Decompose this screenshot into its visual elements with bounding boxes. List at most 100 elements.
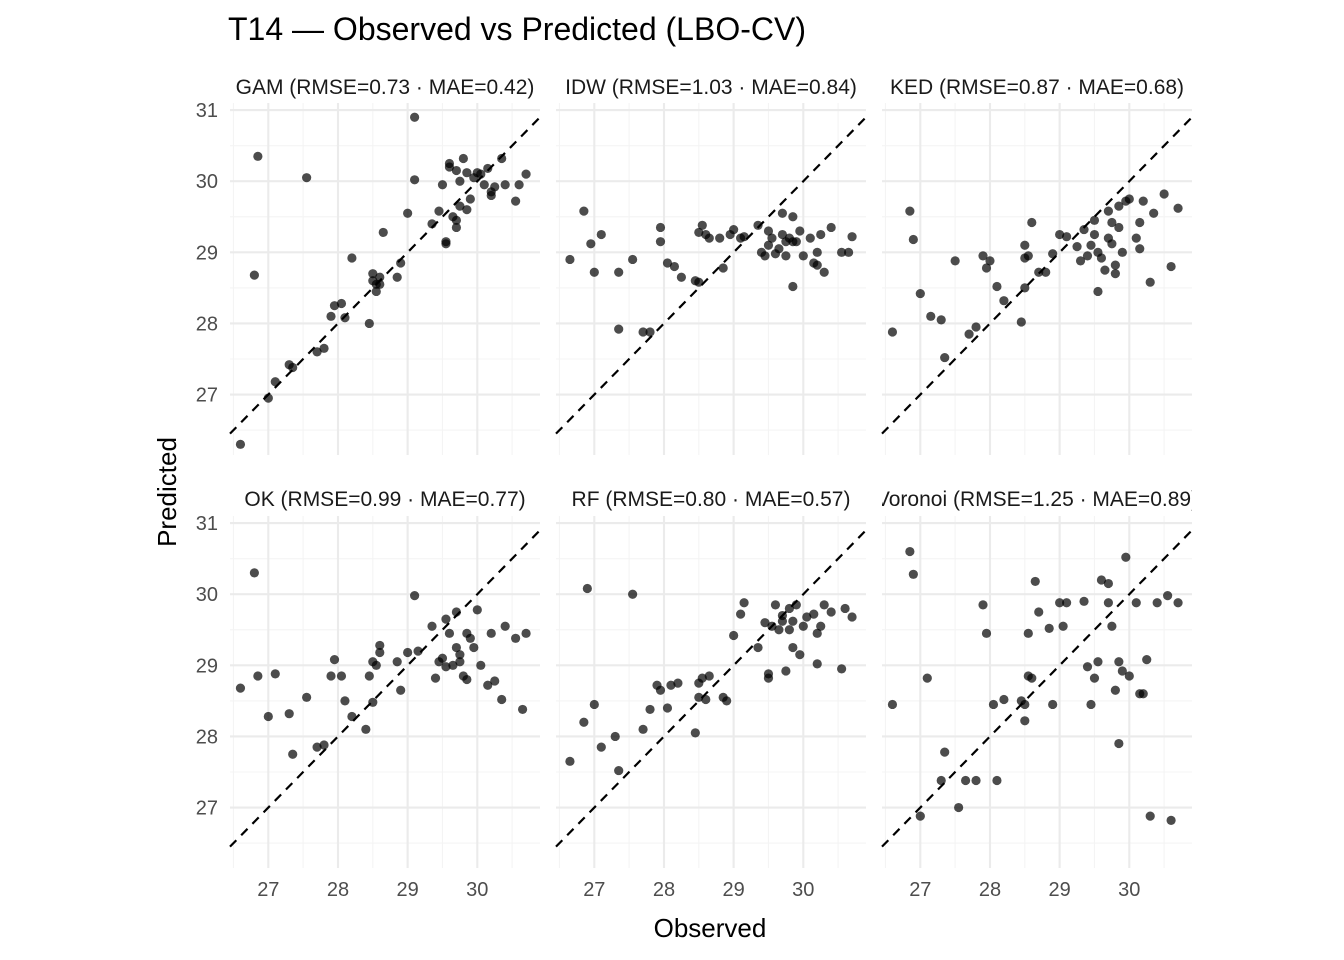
data-point — [319, 343, 329, 353]
identity-line — [229, 116, 541, 435]
data-point — [589, 699, 599, 710]
data-point — [596, 742, 606, 752]
data-point — [812, 628, 822, 638]
data-point — [326, 671, 336, 681]
data-point — [1020, 699, 1030, 710]
data-point — [1055, 229, 1065, 240]
data-point — [1103, 598, 1114, 608]
data-point — [940, 747, 950, 757]
data-point — [1114, 657, 1124, 667]
data-point — [364, 671, 374, 681]
data-point — [812, 659, 822, 669]
data-point — [455, 176, 465, 186]
data-point — [312, 742, 322, 752]
data-point — [819, 600, 829, 610]
data-point — [774, 625, 784, 635]
data-point — [462, 205, 472, 215]
data-point — [486, 628, 496, 638]
data-point — [1131, 598, 1141, 608]
data-point — [940, 352, 950, 363]
data-point — [1173, 203, 1183, 213]
data-point — [777, 229, 788, 240]
y-tick-label: 27 — [196, 798, 218, 820]
data-point — [774, 244, 784, 254]
data-point — [666, 680, 676, 690]
data-point — [1089, 215, 1100, 225]
data-point — [988, 699, 999, 710]
data-point — [1107, 217, 1117, 228]
data-point — [253, 151, 263, 161]
data-point — [784, 625, 794, 635]
data-point — [1055, 598, 1065, 608]
facet-panel: RF (RMSE=0.80 · MAE=0.57) 27 28 29 30 — [555, 488, 867, 901]
data-point — [1110, 685, 1120, 695]
data-point — [795, 226, 805, 236]
data-point — [1034, 607, 1044, 617]
data-point — [971, 775, 981, 786]
data-point — [451, 642, 462, 653]
data-point — [378, 227, 388, 238]
data-point — [483, 680, 493, 690]
data-point — [1152, 598, 1162, 608]
data-point — [1117, 666, 1127, 676]
data-point — [434, 206, 444, 216]
facet-strip-label: Voronoi (RMSE=1.25 · MAE=0.89) — [876, 488, 1198, 511]
data-point — [392, 657, 402, 667]
data-point — [1048, 249, 1058, 259]
data-point — [235, 439, 246, 449]
x-tick-label: 27 — [583, 879, 605, 901]
data-point — [565, 756, 575, 766]
x-tick-label: 27 — [257, 879, 279, 901]
data-point — [645, 327, 655, 337]
data-point — [1166, 815, 1176, 825]
data-point — [812, 247, 822, 257]
data-point — [614, 267, 624, 277]
data-point — [1131, 233, 1141, 243]
data-point — [1142, 655, 1152, 665]
data-point — [490, 182, 500, 192]
data-point — [767, 233, 777, 243]
data-point — [1110, 269, 1120, 279]
data-point — [697, 673, 707, 683]
data-point — [263, 393, 273, 403]
data-point — [444, 158, 455, 169]
data-point — [451, 607, 462, 617]
data-point — [1030, 576, 1040, 587]
data-point — [326, 311, 336, 321]
data-point — [753, 642, 763, 653]
data-point — [340, 313, 350, 323]
data-point — [1135, 217, 1145, 228]
data-point — [1034, 267, 1044, 277]
data-point — [375, 279, 385, 289]
data-point — [448, 660, 458, 670]
data-point — [403, 647, 413, 658]
data-point — [739, 232, 749, 242]
data-point — [486, 190, 496, 201]
data-point — [985, 256, 995, 266]
y-tick-label: 30 — [196, 171, 218, 193]
data-point — [361, 724, 371, 734]
data-point — [1089, 229, 1100, 240]
data-point — [371, 286, 381, 297]
data-point — [462, 168, 472, 178]
data-point — [697, 220, 707, 230]
facet-panel: Voronoi (RMSE=1.25 · MAE=0.89) 27 28 29 30 — [876, 488, 1198, 901]
data-point — [375, 272, 385, 282]
data-point — [579, 717, 589, 727]
data-point — [589, 267, 599, 277]
data-point — [430, 673, 441, 683]
data-point — [847, 612, 857, 622]
data-point — [722, 696, 732, 706]
data-point — [1117, 247, 1127, 257]
data-point — [655, 237, 666, 247]
data-point — [410, 175, 420, 185]
data-point — [981, 628, 992, 638]
data-point — [579, 206, 589, 216]
data-point — [1110, 260, 1120, 270]
data-point — [999, 296, 1009, 306]
data-point — [781, 251, 791, 261]
data-point — [936, 775, 946, 786]
data-point — [809, 609, 819, 619]
data-point — [915, 811, 925, 821]
